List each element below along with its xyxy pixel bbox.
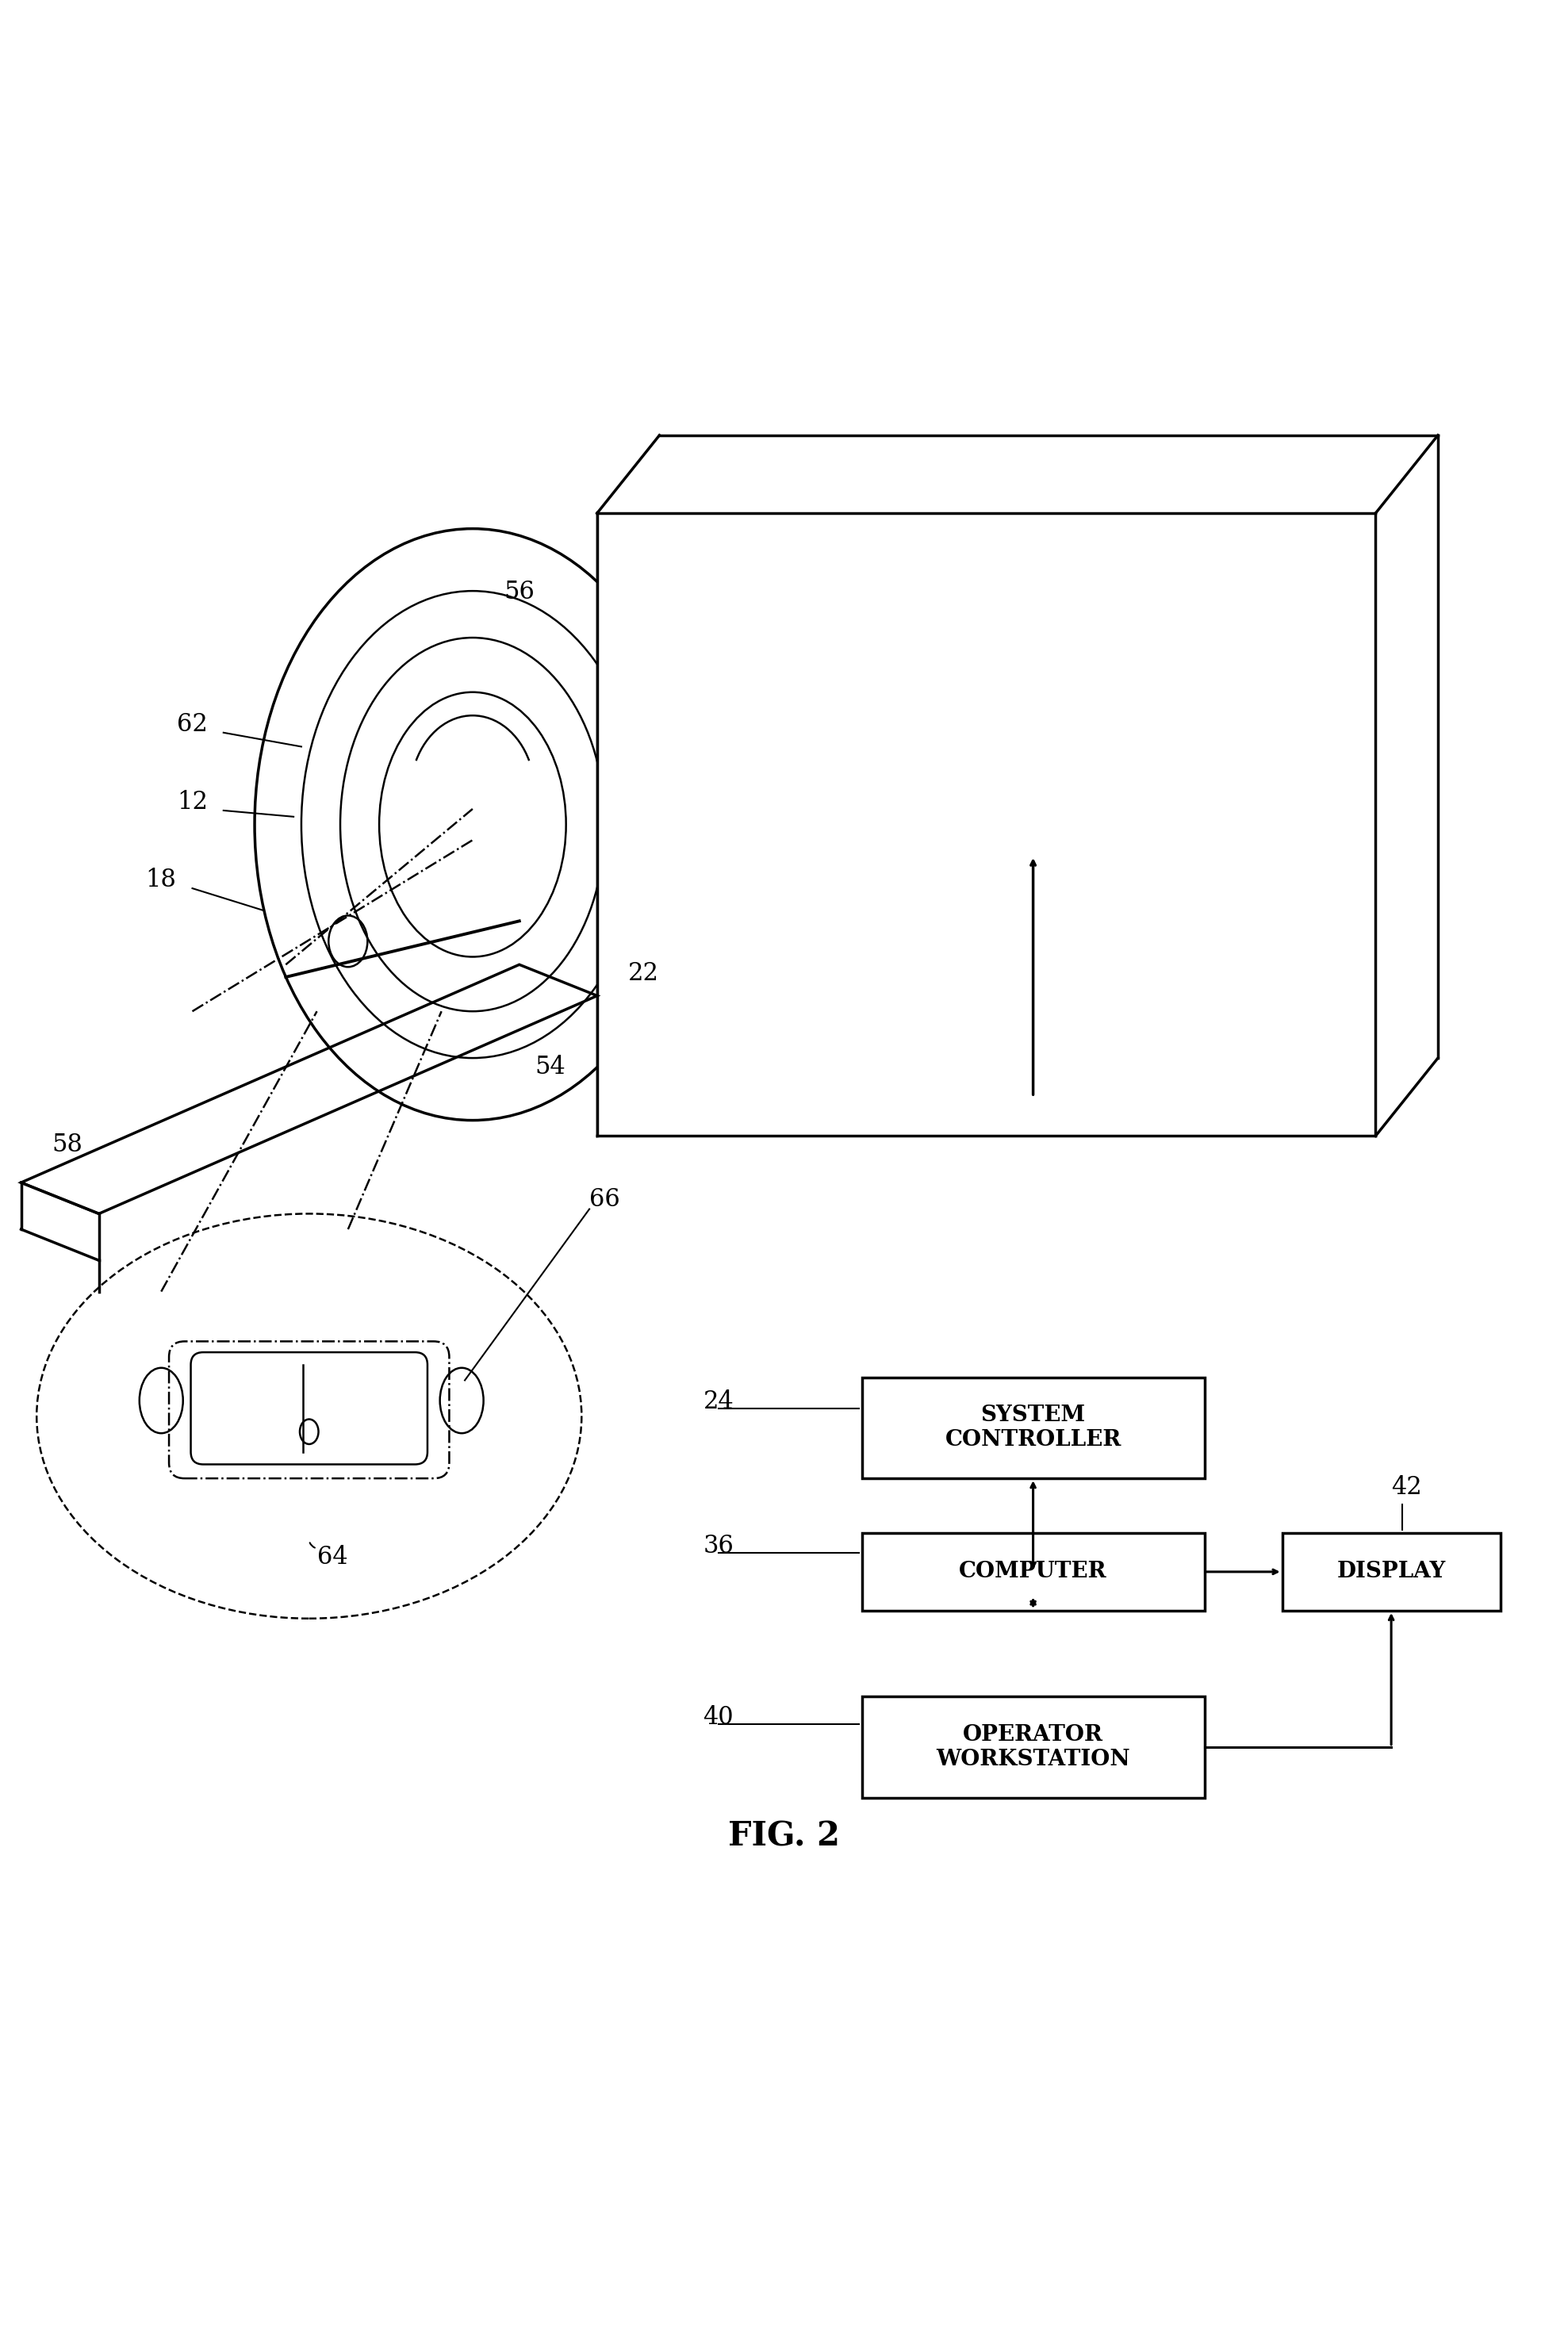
Text: 18: 18 — [146, 868, 177, 892]
Text: 54: 54 — [535, 1055, 566, 1078]
Text: 52: 52 — [1399, 796, 1430, 822]
Text: 56: 56 — [503, 579, 535, 605]
Text: DISPLAY: DISPLAY — [1338, 1561, 1446, 1582]
Text: 40: 40 — [702, 1706, 734, 1729]
Text: 42: 42 — [1391, 1475, 1422, 1498]
Text: 36: 36 — [702, 1533, 734, 1559]
Text: FIG. 2: FIG. 2 — [728, 1821, 840, 1853]
Text: 12: 12 — [177, 789, 207, 815]
Text: OPERATOR
WORKSTATION: OPERATOR WORKSTATION — [936, 1725, 1131, 1769]
Text: 64: 64 — [317, 1545, 348, 1568]
Text: SYSTEM
CONTROLLER: SYSTEM CONTROLLER — [946, 1405, 1121, 1452]
Text: 24: 24 — [702, 1389, 734, 1414]
Text: 50: 50 — [1236, 432, 1267, 455]
Text: 22: 22 — [629, 962, 659, 985]
Text: 66: 66 — [590, 1188, 619, 1211]
Text: 62: 62 — [177, 712, 207, 738]
Text: COMPUTER: COMPUTER — [960, 1561, 1107, 1582]
Bar — [597, 387, 1532, 1167]
Text: 58: 58 — [52, 1132, 83, 1158]
